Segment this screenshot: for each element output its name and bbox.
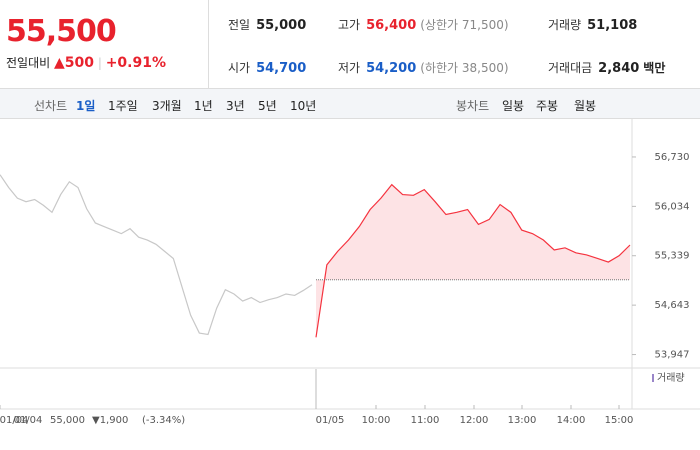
y-tick-label: 53,947 (655, 350, 690, 361)
tab[interactable]: 1년 (194, 99, 213, 113)
area (316, 184, 630, 338)
tab-group-label: 봉차트 (456, 99, 490, 113)
stat-note: (상한가 71,500) (420, 18, 509, 32)
x-tick-label: 14:00 (557, 415, 586, 426)
stat-note: 백만 (643, 61, 666, 75)
stat-label: 거래량 (548, 18, 582, 32)
footer-pct: (-3.34%) (142, 415, 185, 426)
y-tick-label: 56,730 (655, 152, 690, 163)
tab[interactable]: 10년 (290, 99, 317, 113)
stat: 거래량 51,108 (548, 16, 637, 33)
tab[interactable]: 1일 (76, 99, 96, 113)
tab[interactable]: 5년 (258, 99, 277, 113)
y-tick-label: 55,339 (655, 251, 690, 262)
volume-legend-swatch (652, 374, 654, 382)
footer-price: 55,000 (50, 415, 85, 426)
stat-label: 전일 (228, 18, 251, 32)
stat: 고가 56,400 (상한가 71,500) (338, 16, 509, 33)
stat-label: 시가 (228, 61, 251, 75)
y-tick-label: 54,643 (655, 300, 690, 311)
stat-value: 55,000 (256, 18, 307, 33)
footer-date: 01/04 (14, 415, 43, 426)
stat-label: 고가 (338, 18, 361, 32)
x-tick-label: 11:00 (411, 415, 440, 426)
tab-bar: 선차트 1일 1주일 3개월 1년 3년 5년 10년 봉차트 일봉 주봉 월봉 (0, 89, 700, 119)
y-tick-label: 56,034 (655, 201, 690, 212)
stat-note: (하한가 38,500) (420, 61, 509, 75)
price-line (0, 174, 313, 336)
x-tick-label: 10:00 (362, 415, 391, 426)
stat: 거래대금 2,840 백만 (548, 59, 665, 76)
x-tick-label: 15:00 (605, 415, 634, 426)
volume-legend: 거래량 (657, 372, 685, 384)
stat-value: 54,700 (256, 61, 307, 76)
tab[interactable]: 1주일 (108, 99, 138, 113)
tab[interactable]: 월봉 (574, 99, 597, 113)
quote-box: 55,500 전일대비 ▲500 | +0.91% (0, 0, 209, 88)
stat-value: 56,400 (366, 18, 417, 33)
footer-change: ▼1,900 (92, 415, 128, 426)
change-pct: +0.91% (105, 55, 167, 71)
stat-label: 저가 (338, 61, 361, 75)
stat-value: 54,200 (366, 61, 417, 76)
stat: 시가 54,700 (228, 59, 306, 76)
quote-panel: 55,500 전일대비 ▲500 | +0.91% 전일 55,000 고가 56,4… (0, 0, 700, 89)
x-tick-label: 12:00 (460, 415, 489, 426)
change: 전일대비 ▲500 | +0.91% (6, 55, 167, 71)
x-tick-label: 01/04 (0, 415, 28, 426)
tab[interactable]: 일봉 (502, 99, 525, 113)
x-tick-label: 01/05 (316, 415, 345, 426)
tab[interactable]: 주봉 (536, 99, 559, 113)
stat: 저가 54,200 (하한가 38,500) (338, 59, 509, 76)
tab[interactable]: 3년 (226, 99, 245, 113)
change-label: 전일대비 (6, 56, 51, 70)
stat: 전일 55,000 (228, 16, 306, 33)
x-tick-label: 13:00 (508, 415, 537, 426)
price-line (315, 183, 631, 338)
change-value: ▲500 (54, 55, 94, 71)
price: 55,500 (6, 14, 117, 49)
tab-group-label: 선차트 (34, 99, 68, 113)
stat-value: 2,840 (598, 61, 640, 76)
tab[interactable]: 3개월 (152, 99, 182, 113)
stat-value: 51,108 (587, 18, 638, 33)
stat-label: 거래대금 (548, 61, 593, 75)
